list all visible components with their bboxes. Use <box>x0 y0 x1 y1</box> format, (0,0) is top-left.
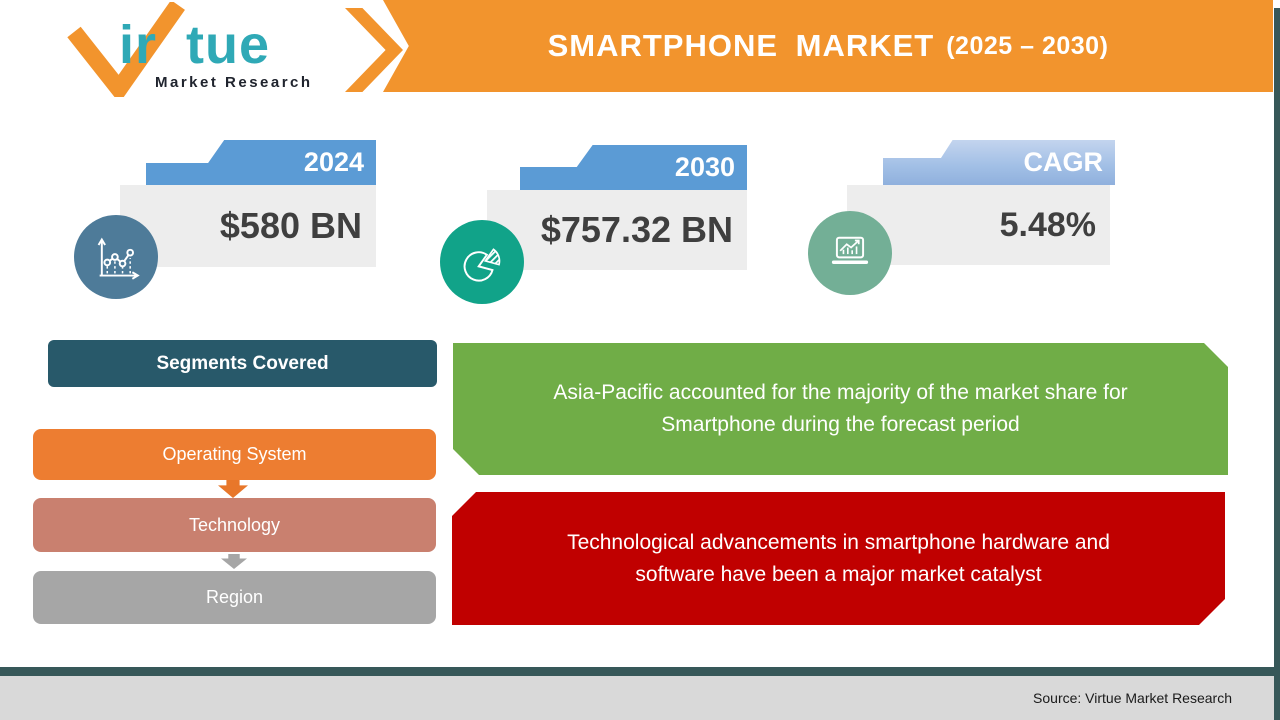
regional-highlight-banner: Asia-Pacific accounted for the majority … <box>453 343 1228 475</box>
segment-operating-system: Operating System <box>33 429 436 480</box>
stat-tab-2030: 2030 <box>520 145 747 190</box>
pie-chart-icon <box>463 248 501 282</box>
title-banner: SMARTPHONE MARKET (2025 – 2030) <box>383 0 1273 92</box>
right-divider-bar <box>1274 8 1280 720</box>
page-title: SMARTPHONE MARKET <box>547 28 935 63</box>
logo-brand-text: tue <box>186 15 270 75</box>
stat-circle-2030 <box>440 220 524 304</box>
highlight-text-line: Smartphone during the forecast period <box>661 413 1020 436</box>
stat-value: $757.32 BN <box>540 209 733 250</box>
laptop-chart-icon <box>831 236 869 265</box>
segment-label: Operating System <box>162 444 307 464</box>
footer: Source: Virtue Market Research <box>0 676 1280 720</box>
segments-covered-header: Segments Covered <box>48 340 437 387</box>
virtue-logo: ir tue Market Research <box>35 2 335 98</box>
stat-value: 5.48% <box>999 205 1096 244</box>
stat-tab-label: 2030 <box>674 152 735 182</box>
stat-card-2024: $580 BN <box>120 185 376 267</box>
highlight-text-line: Technological advancements in smartphone… <box>567 530 1110 554</box>
line-chart-icon <box>97 237 140 280</box>
segment-label: Region <box>205 587 264 607</box>
arrow-down-icon <box>218 480 248 498</box>
source-text: Source: Virtue Market Research <box>1033 690 1232 706</box>
stat-card-2030: $757.32 BN <box>487 190 747 270</box>
stat-tab-label: 2024 <box>303 147 364 177</box>
stat-value: $580 BN <box>219 205 362 246</box>
arrow-down-icon <box>221 554 247 569</box>
checkmark-icon <box>67 2 185 97</box>
logo-subtitle: Market Research <box>155 74 313 91</box>
segment-technology: Technology <box>33 498 436 552</box>
segment-region: Region <box>33 571 436 624</box>
page-title-period: (2025 – 2030) <box>946 31 1109 60</box>
stat-circle-cagr <box>808 211 892 295</box>
segments-header-label: Segments Covered <box>156 352 329 374</box>
bottom-divider-bar <box>0 667 1280 676</box>
driver-highlight-banner: Technological advancements in smartphone… <box>452 492 1225 625</box>
highlight-text-line: software have been a major market cataly… <box>635 562 1042 586</box>
stat-tab-cagr: CAGR <box>883 140 1115 185</box>
stat-circle-2024 <box>74 215 158 299</box>
segment-label: Technology <box>188 514 281 535</box>
highlight-text-line: Asia-Pacific accounted for the majority … <box>553 381 1128 404</box>
stat-tab-label: CAGR <box>1023 147 1104 177</box>
stat-tab-2024: 2024 <box>146 140 376 185</box>
logo-brand-text: ir <box>119 15 158 75</box>
